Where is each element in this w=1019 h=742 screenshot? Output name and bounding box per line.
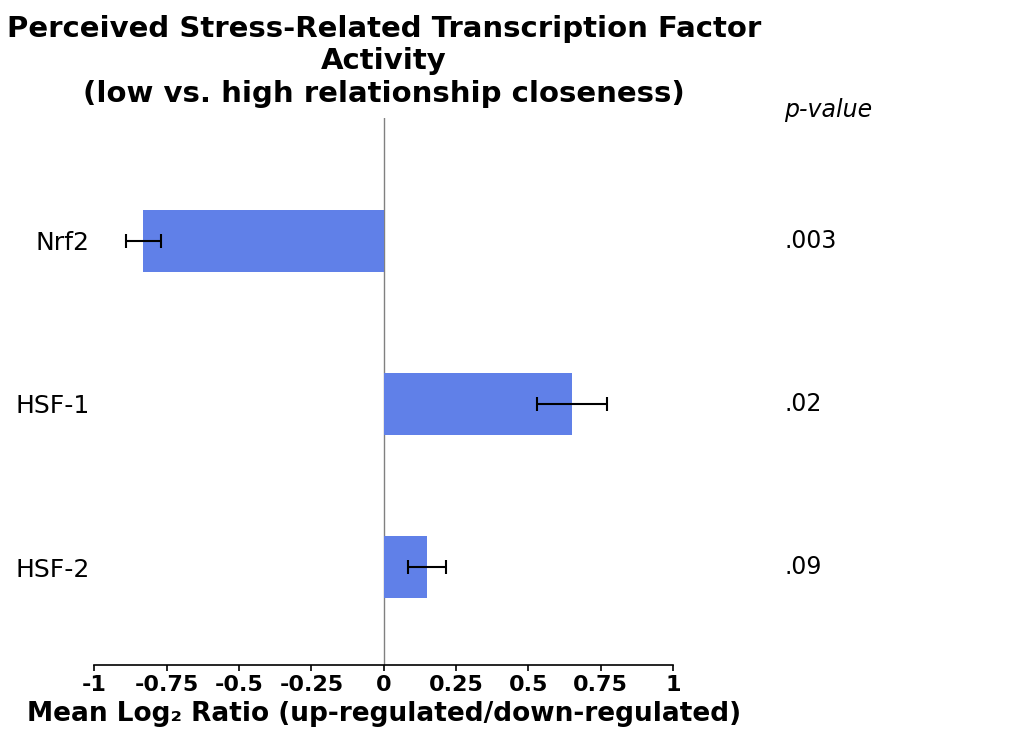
Bar — [144, 210, 383, 272]
Title: Perceived Stress-Related Transcription Factor
Activity
(low vs. high relationshi: Perceived Stress-Related Transcription F… — [6, 15, 760, 108]
X-axis label: Mean Log₂ Ratio (up-regulated/down-regulated): Mean Log₂ Ratio (up-regulated/down-regul… — [26, 701, 740, 727]
Text: .003: .003 — [784, 229, 836, 253]
Text: .02: .02 — [784, 392, 821, 416]
Bar — [383, 373, 572, 435]
Text: p-value: p-value — [784, 98, 871, 122]
Bar — [383, 536, 427, 598]
Text: .09: .09 — [784, 555, 821, 580]
